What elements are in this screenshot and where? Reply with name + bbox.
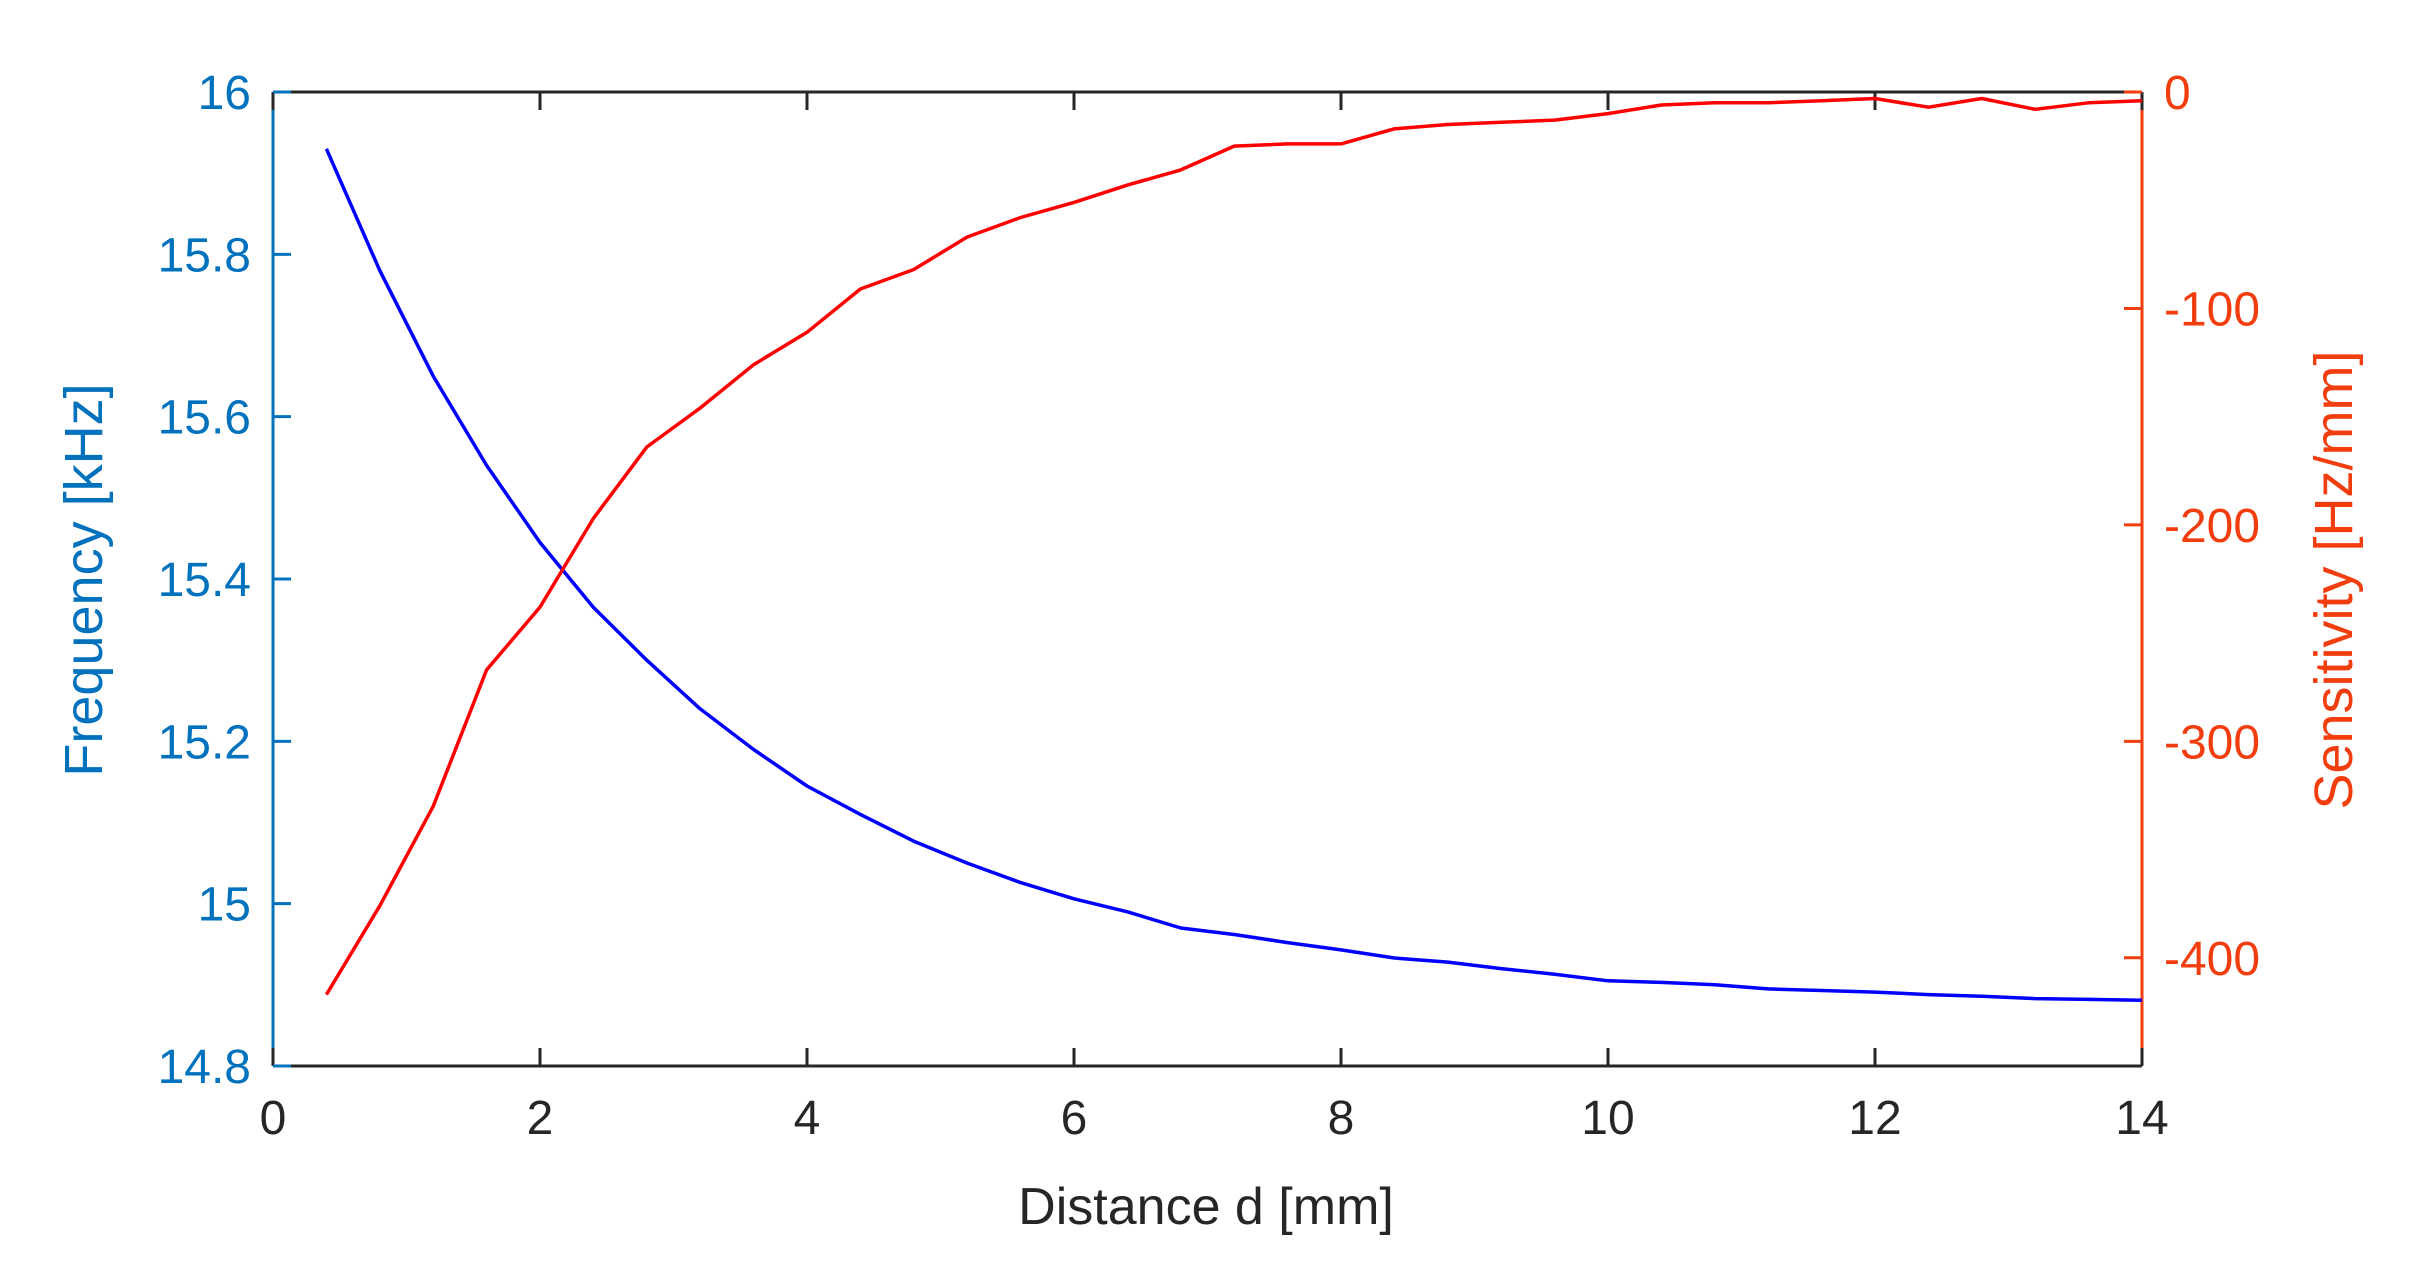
x-tick-label: 4: [794, 1092, 821, 1145]
y-left-tick-label: 15.8: [158, 229, 251, 282]
y-axis-left: 14.8 15 15.2 15.4 15.6 15.8 16: [158, 67, 291, 1094]
sensitivity-series-line: [324, 96, 2143, 996]
frequency-series-line: [324, 148, 2143, 1003]
y-right-tick-label: 0: [2164, 67, 2191, 120]
y-axis-right: -400 -300 -200 -100 0: [2124, 67, 2260, 986]
x-tick-label: 0: [260, 1092, 287, 1145]
y-axis-right-label: Sensitivity [Hz/mm]: [2304, 350, 2364, 809]
y-left-tick-label: 14.8: [158, 1041, 251, 1094]
y-right-tick-label: -400: [2164, 933, 2260, 986]
y-left-tick-label: 15.4: [158, 554, 251, 607]
x-tick-label: 12: [1848, 1092, 1901, 1145]
y-left-tick-label: 15.2: [158, 716, 251, 769]
y-left-tick-label: 15: [198, 879, 251, 932]
y-left-tick-label: 16: [198, 67, 251, 120]
y-axis-left-label: Frequency [kHz]: [54, 383, 114, 776]
x-tick-label: 10: [1581, 1092, 1634, 1145]
x-tick-label: 2: [527, 1092, 554, 1145]
x-axis-label: Distance d [mm]: [1018, 1178, 1394, 1236]
series-layer: [324, 96, 2143, 1003]
x-axis: 0 2 4 6 8 10 12 14: [260, 92, 2169, 1145]
x-tick-label: 14: [2115, 1092, 2168, 1145]
y-right-tick-label: -100: [2164, 283, 2260, 336]
x-tick-label: 6: [1061, 1092, 1088, 1145]
plot-frame: [271, 90, 2144, 1068]
y-left-tick-label: 15.6: [158, 392, 251, 445]
y-right-tick-label: -200: [2164, 500, 2260, 553]
x-tick-label: 8: [1328, 1092, 1355, 1145]
y-right-tick-label: -300: [2164, 716, 2260, 769]
